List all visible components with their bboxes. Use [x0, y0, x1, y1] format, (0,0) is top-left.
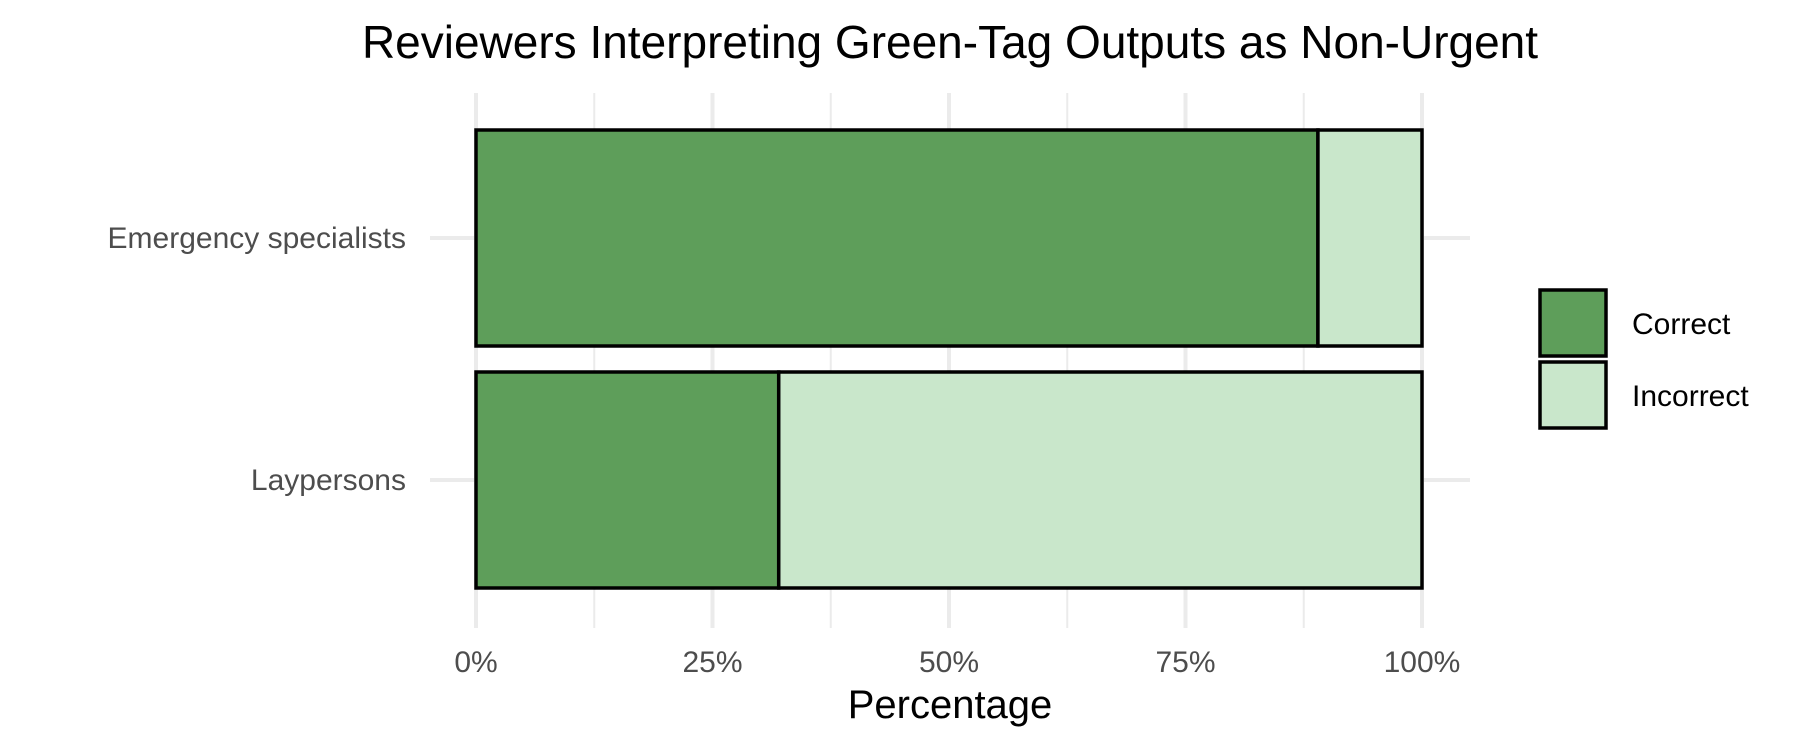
- x-axis: 0% 25% 50% 75% 100%: [454, 646, 1460, 679]
- x-axis-title: Percentage: [848, 683, 1053, 727]
- bars-layer: [474, 128, 1424, 590]
- legend-label: Incorrect: [1632, 380, 1749, 413]
- bar-segment-correct: [474, 370, 781, 590]
- x-tick-label: 75%: [1155, 646, 1215, 679]
- bar-segment-correct: [474, 128, 1320, 348]
- y-tick-label: Emergency specialists: [108, 222, 406, 255]
- x-tick-label: 25%: [682, 646, 742, 679]
- legend-label: Correct: [1632, 308, 1731, 341]
- x-tick-label: 100%: [1384, 646, 1461, 679]
- y-tick-label: Laypersons: [251, 464, 406, 497]
- bar-segment-incorrect: [1316, 128, 1424, 348]
- y-axis: Emergency specialists Laypersons: [108, 222, 406, 497]
- legend-key: [1538, 288, 1608, 358]
- bar-segment-incorrect: [776, 370, 1424, 590]
- legend: Correct Incorrect: [1538, 288, 1749, 430]
- chart-title: Reviewers Interpreting Green-Tag Outputs…: [362, 16, 1538, 68]
- x-tick-label: 0%: [454, 646, 497, 679]
- x-tick-label: 50%: [919, 646, 979, 679]
- legend-key: [1538, 360, 1608, 430]
